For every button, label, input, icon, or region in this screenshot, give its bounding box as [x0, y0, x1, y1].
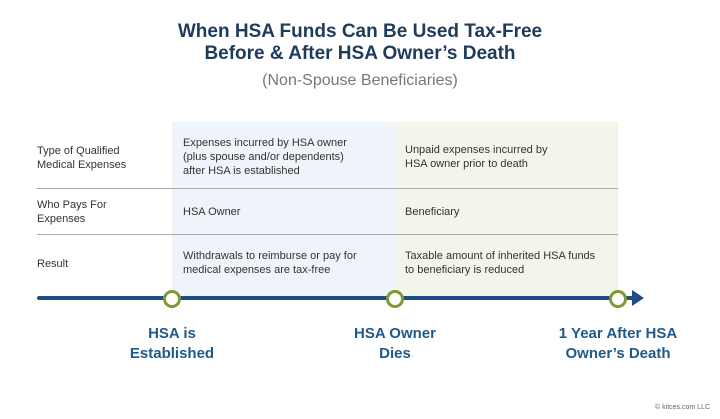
row-cell-after: Beneficiary	[405, 206, 460, 218]
milestone-label: HSA is Established	[129, 325, 215, 362]
milestone-label: HSA Owner Dies	[354, 325, 436, 362]
before-death-column-bg	[172, 122, 395, 300]
timeline-line	[37, 296, 639, 300]
milestone-label: 1 Year After HSA Owner’s Death	[558, 325, 678, 362]
copyright: © kitces.com LLC	[655, 404, 710, 411]
diagram-title: When HSA Funds Can Be Used Tax-Free Befo…	[0, 21, 720, 65]
row-cell-after: Taxable amount of inherited HSA funds to…	[405, 250, 596, 276]
row-label: Who Pays For Expenses	[37, 199, 107, 225]
row-cell-before: Withdrawals to reimburse or pay for medi…	[183, 250, 357, 276]
row-divider	[37, 188, 618, 189]
row-label: Type of Qualified Medical Expenses	[37, 145, 127, 171]
row-divider	[37, 234, 618, 235]
row-cell-after: Unpaid expenses incurred by HSA owner pr…	[405, 144, 548, 170]
arrow-right-icon	[632, 290, 644, 306]
title-line-1: When HSA Funds Can Be Used Tax-Free	[177, 21, 543, 42]
row-cell-before: Expenses incurred by HSA owner (plus spo…	[183, 137, 347, 177]
diagram-subtitle: (Non-Spouse Beneficiaries)	[262, 72, 458, 89]
title-line-2: Before & After HSA Owner’s Death	[204, 43, 516, 64]
milestone-dot	[609, 290, 627, 308]
row-label: Result	[37, 258, 69, 270]
after-death-column-bg	[395, 122, 618, 300]
row-cell-before: HSA Owner	[183, 206, 241, 218]
milestone-dot	[163, 290, 181, 308]
milestone-dot	[386, 290, 404, 308]
